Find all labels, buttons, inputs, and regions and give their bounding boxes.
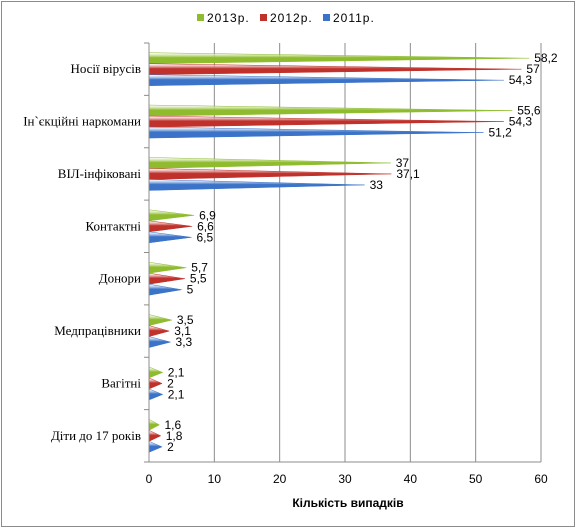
data-label: 6,9 <box>199 208 216 222</box>
bar-2013р-3 <box>148 209 195 222</box>
bar-2013р-7 <box>148 418 160 431</box>
bar-2011р-0 <box>148 74 504 86</box>
x-tick-label: 10 <box>208 472 222 486</box>
axes: 0 10 20 30 40 50 60 Носії вірусів Ін`єкційні нар… <box>23 42 548 486</box>
bar-2012р-2 <box>148 168 392 180</box>
data-label: 33 <box>370 178 384 192</box>
x-tick-label: 50 <box>469 472 483 486</box>
category-label: ВІЛ-інфіковані <box>58 166 142 181</box>
bar-2012р-3 <box>148 220 193 233</box>
data-label: 3,5 <box>177 313 194 327</box>
data-label: 51,2 <box>489 126 513 140</box>
data-label: 1,6 <box>164 418 181 432</box>
category-label: Контактні <box>86 218 142 233</box>
bar-2012р-7 <box>148 429 162 442</box>
data-label: 37 <box>396 156 410 170</box>
legend-swatch <box>197 14 204 21</box>
bar-2011р-2 <box>148 179 365 191</box>
data-label: 2,1 <box>168 365 185 379</box>
bar-2013р-1 <box>148 104 513 117</box>
legend-swatch <box>260 14 267 21</box>
bar-2013р-2 <box>148 157 391 169</box>
category-label: Медпрацівники <box>54 323 141 338</box>
bar-2012р-1 <box>148 115 504 128</box>
bar-2011р-1 <box>148 126 484 139</box>
x-tick-label: 60 <box>534 472 548 486</box>
legend: 2013р. 2012р. 2011р. <box>197 11 375 25</box>
data-label: 57 <box>526 62 540 76</box>
x-axis-title: Кількість випадків <box>292 496 403 510</box>
bar-2013р-4 <box>148 261 187 274</box>
legend-swatch <box>323 14 330 21</box>
bars <box>148 52 530 453</box>
data-label: 5 <box>187 283 194 297</box>
data-label: 37,1 <box>396 167 420 181</box>
category-label: Носії вірусів <box>70 61 141 76</box>
x-tick-label: 20 <box>273 472 287 486</box>
data-label: 3,3 <box>176 335 193 349</box>
bar-2013р-0 <box>148 52 530 64</box>
x-tick-label: 40 <box>404 472 418 486</box>
data-label: 6,5 <box>196 230 213 244</box>
data-label: 5,7 <box>191 261 208 275</box>
data-label: 2 <box>167 440 174 454</box>
category-label: Вагітні <box>101 375 141 390</box>
data-label: 54,3 <box>509 115 533 129</box>
data-label: 1,8 <box>166 429 183 443</box>
data-label: 54,3 <box>509 73 533 87</box>
data-label: 2 <box>167 376 174 390</box>
bar-2012р-0 <box>148 63 522 75</box>
bar-2012р-5 <box>148 325 171 337</box>
gridlines <box>213 43 542 462</box>
category-label: Діти до 17 років <box>51 428 141 443</box>
value-labels: 58,25754,355,654,351,23737,1336,96,66,55… <box>164 51 557 454</box>
bar-2012р-4 <box>148 272 185 285</box>
bar-2011р-6 <box>148 388 164 401</box>
legend-label: 2012р. <box>270 11 313 25</box>
data-label: 58,2 <box>534 51 558 65</box>
legend-label: 2013р. <box>207 11 250 25</box>
legend-label: 2011р. <box>333 11 375 25</box>
bar-2011р-5 <box>148 336 171 348</box>
bar-2011р-3 <box>148 231 192 244</box>
category-label: Ін`єкційні наркомани <box>23 114 141 129</box>
data-label: 2,1 <box>168 387 185 401</box>
bar-2011р-7 <box>148 440 163 453</box>
data-label: 3,1 <box>174 324 191 338</box>
x-tick-label: 30 <box>338 472 352 486</box>
data-label: 6,6 <box>197 219 214 233</box>
bar-2013р-6 <box>148 366 164 379</box>
bar-2012р-6 <box>148 377 163 390</box>
data-label: 55,6 <box>517 104 541 118</box>
data-label: 5,5 <box>190 272 207 286</box>
category-label: Донори <box>99 271 141 286</box>
x-tick-label: 0 <box>146 472 153 486</box>
bar-2011р-4 <box>148 283 182 296</box>
bar-2013р-5 <box>148 314 172 326</box>
